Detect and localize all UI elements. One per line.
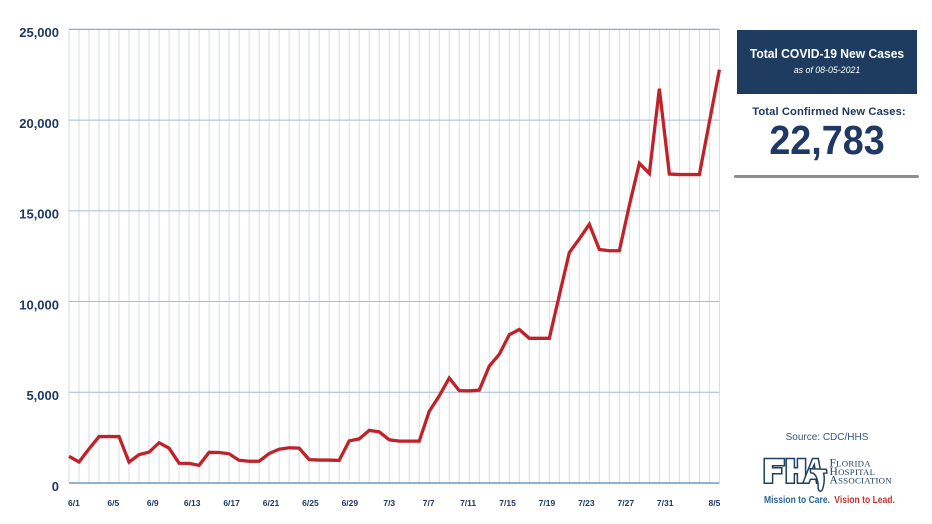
svg-text:15,000: 15,000 — [19, 207, 59, 222]
svg-text:6/9: 6/9 — [147, 498, 159, 508]
svg-text:7/27: 7/27 — [618, 498, 635, 508]
svg-text:5,000: 5,000 — [26, 388, 59, 403]
svg-text:20,000: 20,000 — [19, 116, 59, 131]
svg-text:6/17: 6/17 — [223, 498, 240, 508]
svg-text:HOSPITAL: HOSPITAL — [830, 466, 876, 478]
svg-text:6/5: 6/5 — [107, 498, 119, 508]
svg-text:7/19: 7/19 — [539, 498, 556, 508]
svg-text:6/21: 6/21 — [263, 498, 280, 508]
svg-text:6/1: 6/1 — [68, 498, 80, 508]
svg-text:0: 0 — [52, 479, 59, 494]
svg-text:FLORIDA: FLORIDA — [830, 457, 872, 469]
svg-text:7/3: 7/3 — [383, 498, 395, 508]
svg-text:6/13: 6/13 — [184, 498, 201, 508]
svg-text:7/11: 7/11 — [460, 498, 476, 508]
svg-text:7/23: 7/23 — [578, 498, 595, 508]
svg-text:6/29: 6/29 — [342, 498, 359, 508]
svg-text:7/31: 7/31 — [657, 498, 674, 508]
svg-text:7/15: 7/15 — [499, 498, 516, 508]
svg-text:10,000: 10,000 — [19, 297, 59, 312]
svg-text:25,000: 25,000 — [19, 25, 59, 40]
svg-text:6/25: 6/25 — [302, 498, 319, 508]
svg-text:ASSOCIATION: ASSOCIATION — [830, 474, 893, 486]
svg-text:7/7: 7/7 — [423, 498, 435, 508]
svg-text:8/5: 8/5 — [709, 498, 721, 508]
